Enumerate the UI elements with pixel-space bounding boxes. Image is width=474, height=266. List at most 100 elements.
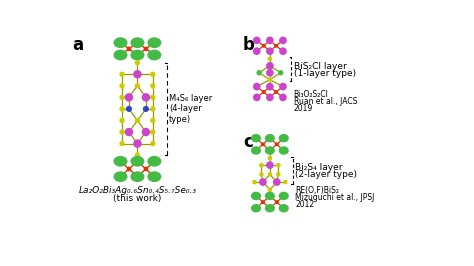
Ellipse shape [119,106,125,112]
Text: 2019: 2019 [294,104,313,113]
Ellipse shape [142,128,150,136]
Ellipse shape [130,156,145,167]
Ellipse shape [283,180,288,184]
Ellipse shape [266,161,273,169]
Ellipse shape [144,47,148,51]
Ellipse shape [275,200,279,204]
Ellipse shape [150,118,155,123]
Ellipse shape [133,70,142,78]
Ellipse shape [253,94,261,101]
Ellipse shape [251,204,261,213]
Ellipse shape [279,192,289,200]
Ellipse shape [142,93,150,102]
Text: Bi₃O₂S₂Cl: Bi₃O₂S₂Cl [294,90,328,99]
Text: (this work): (this work) [113,194,162,203]
Ellipse shape [119,141,125,146]
Text: La₂O₂Bi₃Ag₀.₆Sn₀.₄S₅.₇Se₀.₃: La₂O₂Bi₃Ag₀.₆Sn₀.₄S₅.₇Se₀.₃ [78,186,196,195]
Ellipse shape [133,139,142,148]
Ellipse shape [266,69,273,77]
Ellipse shape [273,178,281,186]
Ellipse shape [113,171,128,182]
Ellipse shape [265,204,275,213]
Text: c: c [243,133,253,151]
Ellipse shape [265,192,275,200]
Ellipse shape [279,146,289,155]
Ellipse shape [253,36,261,44]
Ellipse shape [266,36,273,44]
Ellipse shape [150,106,155,112]
Text: Ruan et al., JACS: Ruan et al., JACS [294,97,357,106]
Text: BiS₂Cl layer: BiS₂Cl layer [294,62,346,71]
Text: (2-layer type): (2-layer type) [295,170,357,179]
Ellipse shape [150,72,155,77]
Ellipse shape [276,172,281,177]
Ellipse shape [135,83,140,89]
Ellipse shape [266,94,273,101]
Text: 2012: 2012 [295,200,314,209]
Ellipse shape [113,156,128,167]
Ellipse shape [259,178,267,186]
Ellipse shape [119,72,125,77]
Ellipse shape [253,47,261,55]
Ellipse shape [267,57,272,61]
Ellipse shape [150,83,155,89]
Ellipse shape [147,50,161,60]
Ellipse shape [279,47,287,55]
Ellipse shape [266,47,273,55]
Ellipse shape [259,163,264,167]
Ellipse shape [267,172,272,177]
Ellipse shape [259,172,264,177]
Ellipse shape [125,128,133,136]
Ellipse shape [125,93,133,102]
Ellipse shape [130,171,145,182]
Ellipse shape [127,47,131,51]
Ellipse shape [274,44,278,48]
Ellipse shape [275,142,279,146]
Ellipse shape [276,163,281,167]
Ellipse shape [135,118,140,123]
Ellipse shape [253,83,261,90]
Ellipse shape [251,146,261,155]
Ellipse shape [130,37,145,48]
Ellipse shape [113,50,128,60]
Ellipse shape [251,192,261,200]
Ellipse shape [266,62,273,70]
Text: RE(O,F)BiS₂: RE(O,F)BiS₂ [295,186,339,195]
Ellipse shape [274,90,278,94]
Ellipse shape [130,50,145,60]
Ellipse shape [251,134,261,142]
Ellipse shape [252,180,257,184]
Ellipse shape [279,94,287,101]
Text: a: a [72,36,83,54]
Text: Bi₂S₄ layer: Bi₂S₄ layer [295,163,343,172]
Ellipse shape [113,37,128,48]
Ellipse shape [150,95,155,100]
Ellipse shape [262,44,265,48]
Text: M₄S₆ layer
(4-layer
type): M₄S₆ layer (4-layer type) [169,94,212,124]
Ellipse shape [147,156,161,167]
Ellipse shape [265,134,275,142]
Ellipse shape [119,118,125,123]
Ellipse shape [147,171,161,182]
Ellipse shape [127,167,131,171]
Ellipse shape [267,156,272,160]
Ellipse shape [262,90,265,94]
Text: (1-layer type): (1-layer type) [294,69,356,78]
Ellipse shape [126,106,132,112]
Ellipse shape [279,36,287,44]
Ellipse shape [265,146,275,155]
Text: b: b [243,36,255,54]
Ellipse shape [150,129,155,135]
Ellipse shape [279,83,287,90]
Ellipse shape [279,134,289,142]
Ellipse shape [119,129,125,135]
Ellipse shape [135,60,140,65]
Ellipse shape [266,83,273,90]
Ellipse shape [135,152,140,158]
Ellipse shape [143,106,149,112]
Ellipse shape [150,141,155,146]
Ellipse shape [279,204,289,213]
Ellipse shape [267,188,272,192]
Ellipse shape [119,95,125,100]
Ellipse shape [267,77,272,82]
